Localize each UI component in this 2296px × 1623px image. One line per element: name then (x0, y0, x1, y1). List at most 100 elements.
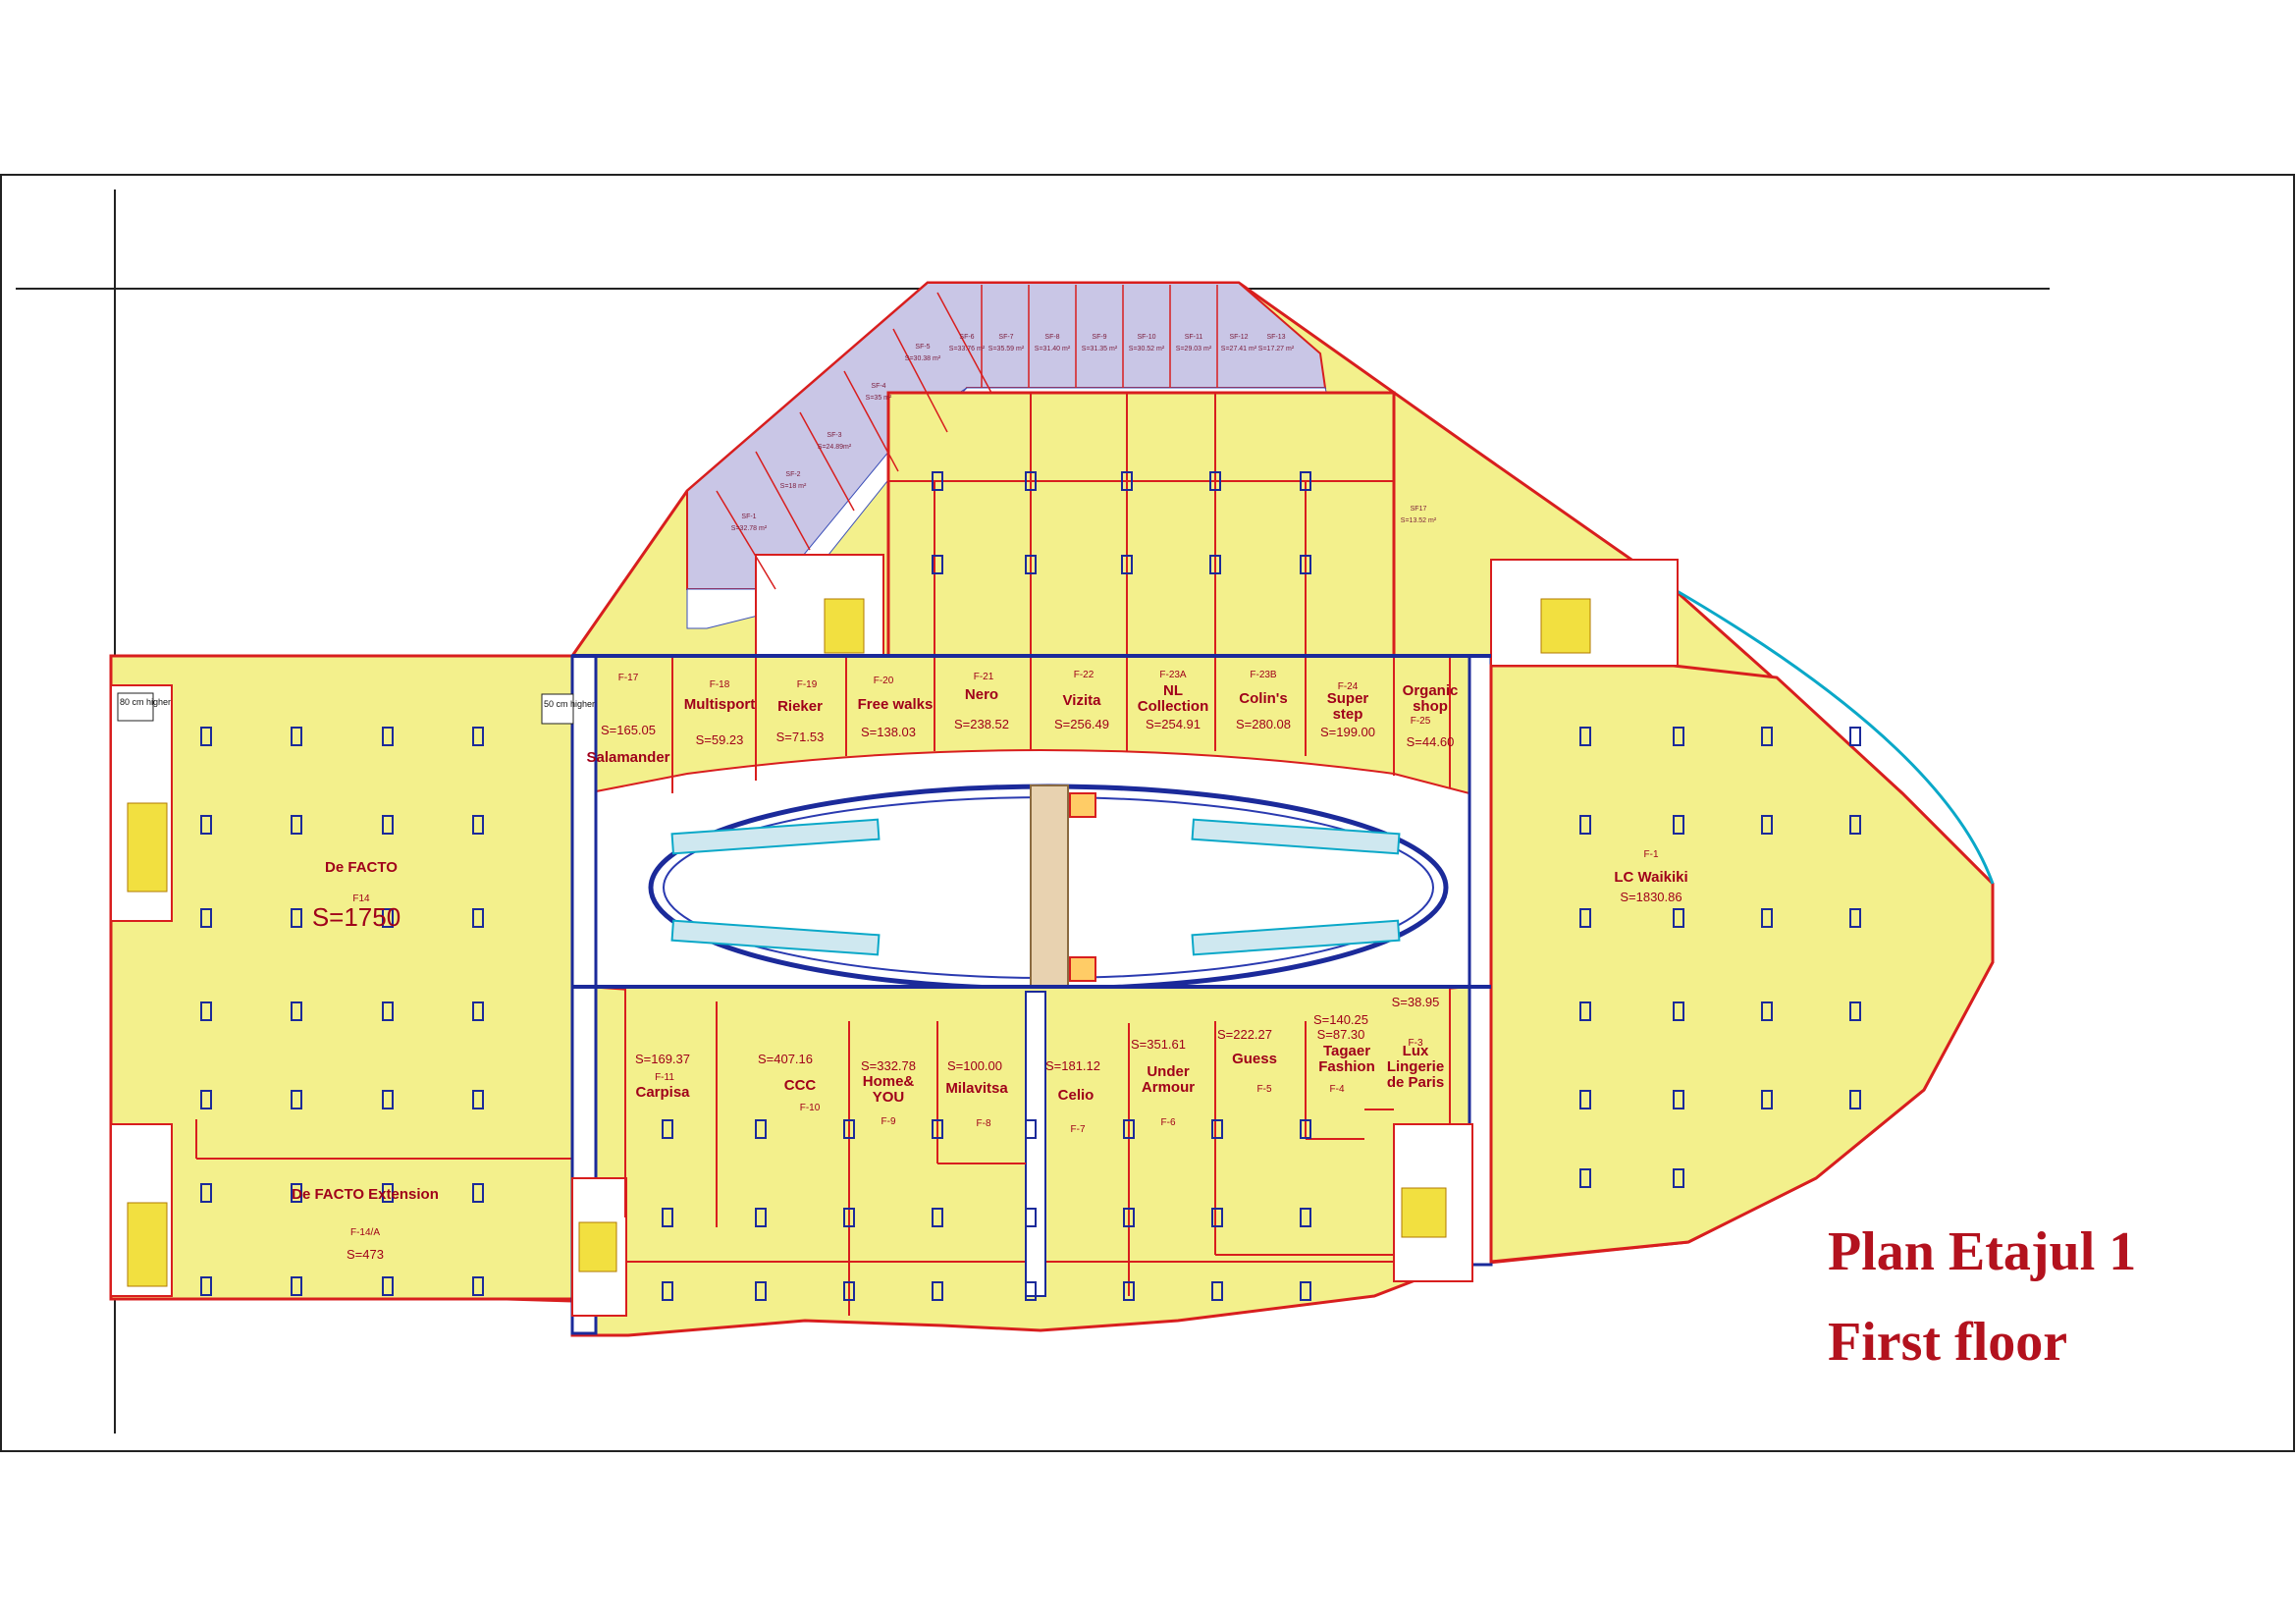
small-unit-code: SF-12 (1229, 334, 1248, 341)
escalator-1 (670, 818, 881, 855)
unit-area-vizita: S=256.49 (1054, 717, 1109, 731)
column (1579, 908, 1591, 928)
column (1123, 1119, 1135, 1139)
column (1761, 1090, 1773, 1109)
unit-code-celio: F-7 (1071, 1124, 1086, 1135)
column (1211, 1281, 1223, 1301)
column (1300, 1281, 1311, 1301)
column (291, 1276, 302, 1296)
column (1300, 1208, 1311, 1227)
column (932, 1281, 943, 1301)
lift-top (1069, 792, 1096, 818)
unit-name-freewalks: Free walks (858, 696, 934, 713)
unit-code-defacto: F14 (352, 893, 370, 904)
unit-area-organic: S=44.60 (1407, 734, 1455, 749)
small-unit-code: SF-13 (1266, 334, 1285, 341)
unit-area-defacto-ext: S=473 (347, 1247, 384, 1262)
small-unit-area: S=30.38 m² (905, 355, 941, 362)
column (382, 1276, 394, 1296)
unit-name-salamander: Salamander (586, 749, 669, 766)
note-box-80 (117, 692, 154, 722)
unit-area-multisport: S=59.23 (696, 732, 744, 747)
small-unit-code: SF-6 (959, 334, 974, 341)
column (1300, 471, 1311, 491)
column (843, 1281, 855, 1301)
unit-area-carpisa: S=169.37 (635, 1052, 690, 1066)
column (1211, 1119, 1223, 1139)
column-grid (200, 471, 1861, 1301)
small-unit-code: SF-8 (1044, 334, 1059, 341)
column (1849, 1090, 1861, 1109)
unit-name-organic: Organic (1403, 682, 1459, 699)
column (200, 1001, 212, 1021)
column (472, 727, 484, 746)
column (291, 727, 302, 746)
dividers-bottom (624, 987, 1394, 1316)
unit-lcw-area[interactable] (1489, 664, 1995, 1264)
unit-area-nl: S=254.91 (1146, 717, 1201, 731)
unit-name-colins: Colin's (1239, 690, 1287, 707)
small-unit-area: S=35.59 m² (988, 346, 1025, 352)
escalator-2 (1191, 818, 1401, 855)
note-50cm: 50 cm higher (544, 699, 595, 709)
column (1673, 815, 1684, 835)
small-unit-area: S=32.78 m² (731, 525, 768, 532)
unit-code-colins: F-23B (1250, 670, 1277, 680)
unit-area-celio: S=181.12 (1045, 1058, 1100, 1073)
unit-name-ccc: CCC (784, 1077, 817, 1094)
unit-defacto-area[interactable] (109, 654, 574, 1301)
column (1123, 1281, 1135, 1301)
column (1025, 1281, 1037, 1301)
unit-name-nl: Collection (1138, 698, 1209, 715)
unit-name-superstep: step (1333, 706, 1363, 723)
unit-name-milavitsa: Milavitsa (945, 1080, 1008, 1097)
unit-code-vizita: F-22 (1074, 670, 1095, 680)
grid-lines (572, 654, 1491, 989)
small-unit-area: S=18 m² (780, 483, 807, 490)
column (843, 1208, 855, 1227)
unit-code-milavitsa: F-8 (977, 1118, 991, 1129)
small-unit-area: S=31.35 m² (1082, 346, 1118, 352)
column (1761, 908, 1773, 928)
unit-area-defacto: S=1750 (312, 902, 400, 932)
bridge (1030, 784, 1069, 988)
unit-name-superstep: Super (1327, 690, 1369, 707)
unit-area-colins: S=280.08 (1236, 717, 1291, 731)
column (1121, 555, 1133, 574)
column (662, 1281, 673, 1301)
unit-name-lcw: LC Waikiki (1614, 869, 1687, 886)
small-unit-area: S=24.89m² (818, 444, 852, 451)
unit-name-homeyou: Home& (863, 1073, 915, 1090)
column (1579, 1090, 1591, 1109)
column (1209, 471, 1221, 491)
small-unit-area: S=27.41 m² (1221, 346, 1257, 352)
column (1211, 1208, 1223, 1227)
unit-code-superstep: F-24 (1338, 681, 1359, 692)
escalator-4 (1191, 919, 1401, 956)
top-stores-block (886, 391, 1396, 658)
unit-name-multisport: Multisport (684, 696, 756, 713)
stair-bottom-left (578, 1221, 617, 1272)
unit-code-freewalks: F-20 (874, 676, 894, 686)
small-unit-area: S=13.52 m² (1401, 517, 1437, 524)
column (1849, 1001, 1861, 1021)
column (1025, 1208, 1037, 1227)
unit-name-tagaer: Fashion (1318, 1058, 1375, 1075)
unit-name-defacto: De FACTO (325, 859, 398, 876)
column (662, 1208, 673, 1227)
unit-area-homeyou: S=332.78 (861, 1058, 916, 1073)
unit-code-multisport: F-18 (710, 679, 730, 690)
note-80cm: 80 cm higher (120, 697, 171, 707)
column (472, 1090, 484, 1109)
unit-area-lux: S=38.95 (1392, 995, 1440, 1009)
column (200, 1183, 212, 1203)
column (472, 815, 484, 835)
unit-code-lux: F-3 (1409, 1038, 1423, 1049)
column (291, 1090, 302, 1109)
column (1673, 1001, 1684, 1021)
column (291, 1001, 302, 1021)
plan-title-ro: Plan Etajul 1 (1828, 1221, 2136, 1282)
small-unit-code: SF-9 (1092, 334, 1106, 341)
column (932, 555, 943, 574)
